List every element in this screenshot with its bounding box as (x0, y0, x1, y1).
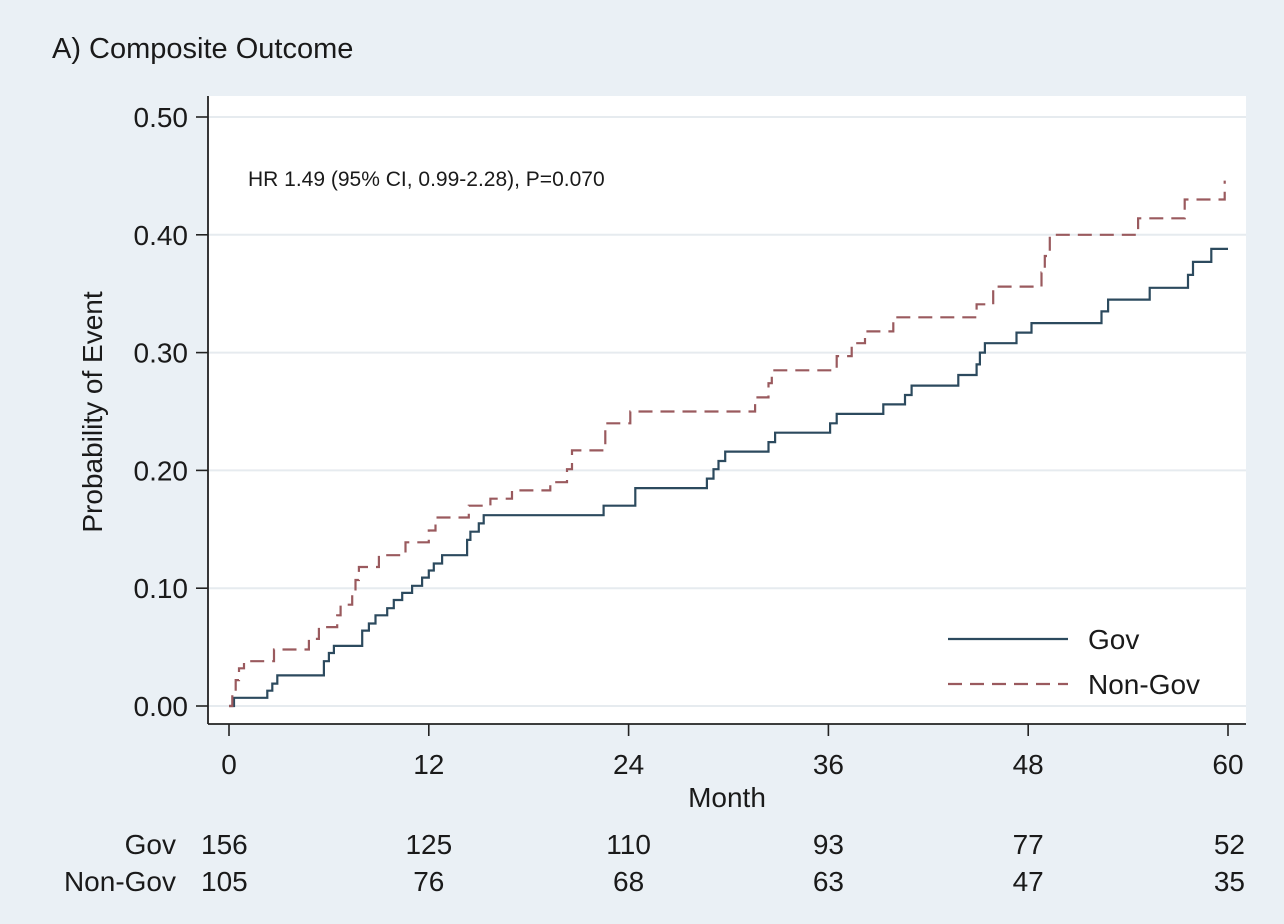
risk-row-label: Non-Gov (64, 866, 176, 897)
risk-count: 125 (405, 829, 452, 860)
risk-count: 47 (1013, 866, 1044, 897)
series-layer (229, 180, 1228, 708)
risk-row-label: Gov (125, 829, 176, 860)
annotation-hr: HR 1.49 (95% CI, 0.99-2.28), P=0.070 (248, 168, 605, 191)
y-tick-label: 0.00 (134, 691, 189, 722)
gridlines (208, 116, 1246, 707)
risk-table: Gov 156 125 110 93 77 52 Non-Gov 105 76 68 63 47 35 (64, 829, 1245, 897)
risk-count: 156 (201, 829, 248, 860)
x-tick-label: 48 (1013, 749, 1044, 780)
risk-count: 110 (606, 829, 651, 860)
series-line-nongov (229, 180, 1226, 708)
risk-count: 77 (1013, 829, 1044, 860)
risk-count: 105 (201, 866, 248, 897)
y-tick-label: 0.50 (134, 102, 189, 133)
legend-label-gov: Gov (1088, 624, 1139, 655)
y-tick-label: 0.20 (134, 455, 189, 486)
risk-count: 68 (613, 866, 644, 897)
plot-area (208, 96, 1246, 724)
x-axis-label: Month (688, 782, 766, 813)
risk-count: 63 (813, 866, 844, 897)
x-tick-label: 24 (613, 749, 644, 780)
series-line-gov (229, 247, 1228, 708)
x-tick-label: 0 (221, 749, 237, 780)
y-tick-label: 0.30 (134, 338, 189, 369)
chart-title: A) Composite Outcome (52, 33, 353, 65)
x-tick-label: 12 (413, 749, 444, 780)
y-tick-label: 0.10 (134, 573, 189, 604)
y-axis-label: Probability of Event (77, 291, 108, 532)
x-tick-label: 60 (1212, 749, 1243, 780)
risk-count: 35 (1214, 866, 1245, 897)
legend: Gov Non-Gov (948, 624, 1200, 700)
y-tick-label: 0.40 (134, 220, 189, 251)
risk-count: 76 (413, 866, 444, 897)
risk-count: 52 (1214, 829, 1245, 860)
x-tick-label: 36 (813, 749, 844, 780)
legend-label-nongov: Non-Gov (1088, 669, 1200, 700)
risk-count: 93 (813, 829, 844, 860)
axes: 0.00 0.10 0.20 0.30 0.40 0.50 0 12 24 36 48 60 (134, 96, 1246, 780)
